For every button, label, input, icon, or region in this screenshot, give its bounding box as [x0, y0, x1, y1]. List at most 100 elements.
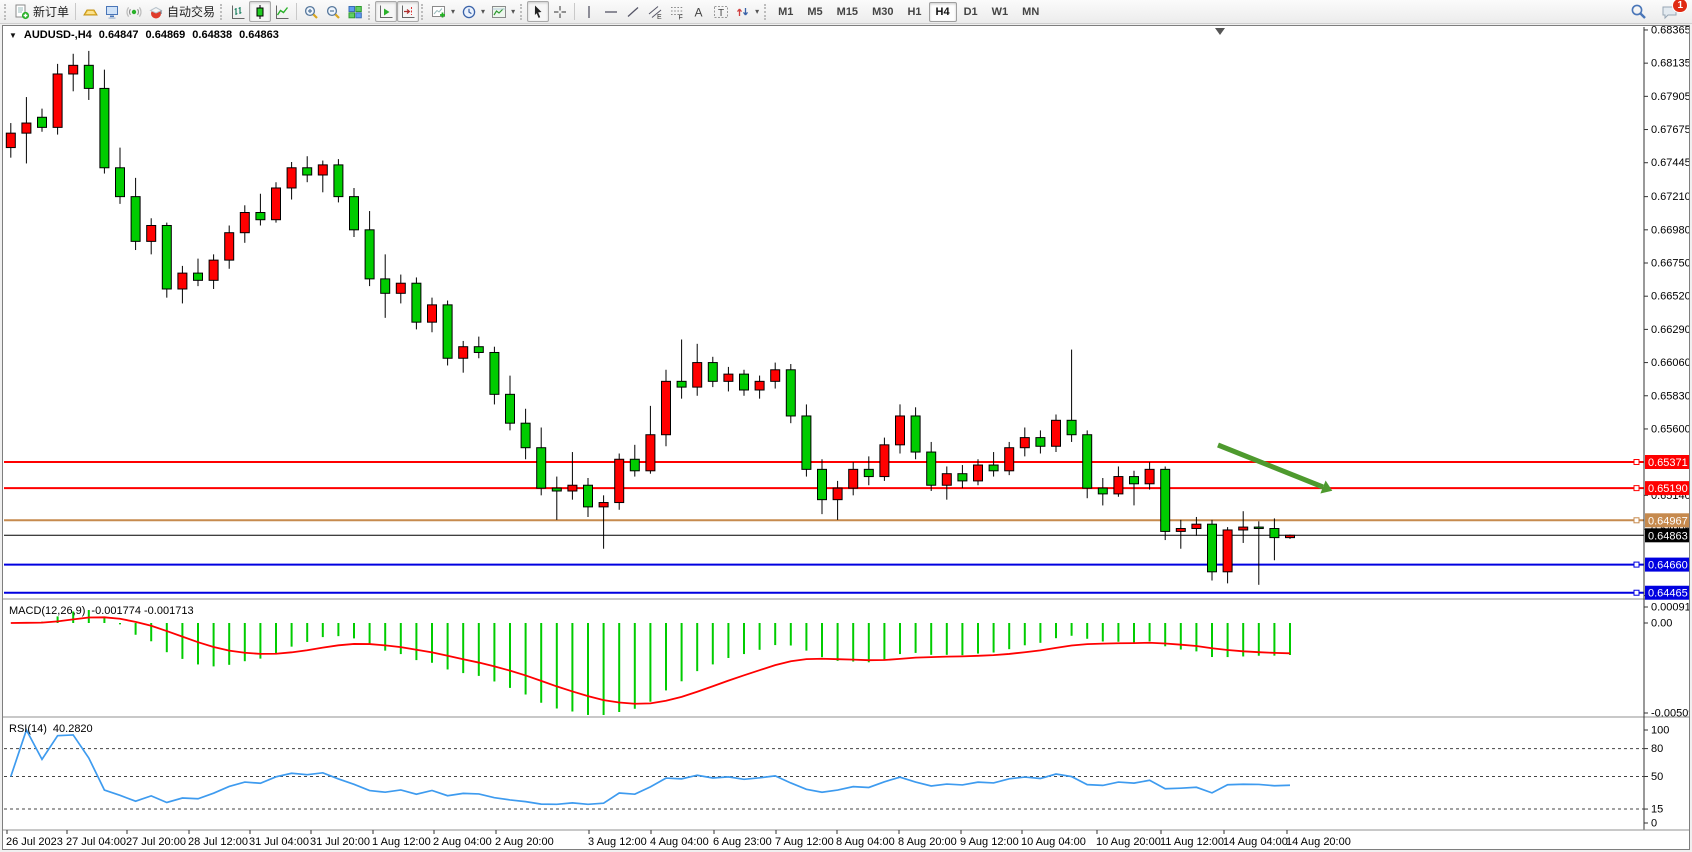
- equidistant-channel-button[interactable]: E: [644, 1, 666, 22]
- indicators-button[interactable]: ▾: [428, 1, 458, 22]
- candle-body: [1097, 487, 1108, 495]
- candle-body: [364, 229, 375, 280]
- notifications-button[interactable]: 1: [1658, 0, 1688, 22]
- zoom-out-button[interactable]: [322, 1, 344, 22]
- terminal-button[interactable]: [101, 1, 123, 22]
- candle-body: [52, 73, 63, 128]
- toolbar-drag-handle[interactable]: [4, 3, 9, 20]
- arrows-icon: [737, 7, 749, 16]
- rsi-label: RSI(14) 40.2820: [9, 723, 93, 735]
- equidistant-channel-icon: E: [648, 5, 662, 20]
- crosshair-button[interactable]: [549, 1, 571, 22]
- toolbar-drag-handle[interactable]: [368, 3, 373, 20]
- timeframe-M1[interactable]: M1: [778, 5, 794, 18]
- candle-body: [1222, 529, 1233, 573]
- timeframe-M30[interactable]: M30: [872, 5, 894, 18]
- candle-body: [645, 434, 656, 472]
- time-axis-label: 3 Aug 12:00: [588, 836, 647, 848]
- candle-body: [723, 373, 734, 382]
- auto-trading-button[interactable]: 自动交易: [145, 1, 218, 22]
- line-handle-square[interactable]: [1633, 589, 1640, 596]
- chart-shift-marker[interactable]: [1215, 28, 1225, 35]
- vertical-line-button[interactable]: [578, 1, 600, 22]
- candle-body: [863, 468, 874, 478]
- candle-body: [1207, 523, 1217, 573]
- macd-axis-label: 0.00: [1651, 618, 1672, 630]
- candle-body: [1253, 526, 1264, 530]
- tile-windows-button[interactable]: [344, 1, 366, 22]
- chart-canvas[interactable]: 0.68365 0.68135 0.67905 0.67675 0.67445 0.672…: [3, 26, 1689, 849]
- search-button[interactable]: [1627, 1, 1650, 22]
- time-axis-label: 8 Aug 20:00: [898, 836, 957, 848]
- price-line-badge: [1645, 481, 1689, 496]
- candle-body: [224, 232, 235, 261]
- candle-body: [832, 487, 843, 501]
- horizontal-line-button[interactable]: [600, 1, 622, 22]
- fibonacci-button[interactable]: F: [666, 1, 688, 22]
- candle-body: [115, 167, 125, 198]
- candlestick-chart-button[interactable]: [249, 1, 272, 22]
- candle-body: [1035, 437, 1046, 447]
- time-axis-label: 31 Jul 04:00: [249, 836, 309, 848]
- line-chart-button[interactable]: [271, 1, 293, 22]
- text-label-button[interactable]: T: [710, 1, 732, 22]
- candle-body: [629, 458, 640, 472]
- candle-body: [536, 447, 547, 489]
- open-value: 0.64847: [98, 29, 139, 41]
- svg-text:F: F: [679, 14, 683, 20]
- bar-chart-button[interactable]: [227, 1, 249, 22]
- line-handle-square[interactable]: [1633, 485, 1640, 492]
- toolbar-drag-handle[interactable]: [220, 3, 225, 20]
- line-chart-icon: [276, 5, 289, 19]
- line-handle-square[interactable]: [1633, 459, 1640, 465]
- time-axis-label: 26 Jul 2023: [6, 836, 63, 848]
- line-handle-square[interactable]: [1633, 561, 1640, 568]
- text-button[interactable]: A: [688, 1, 710, 22]
- rsi-axis-label: 0: [1651, 818, 1657, 830]
- candle-body: [676, 380, 687, 388]
- price-axis-tick-label: 0.67445: [1651, 157, 1689, 169]
- arrows-button[interactable]: ▾: [732, 1, 762, 22]
- candle-body: [1160, 468, 1171, 532]
- cursor-button[interactable]: [527, 1, 550, 22]
- timeframe-H1[interactable]: H1: [907, 5, 922, 18]
- toolbar-drag-handle[interactable]: [764, 3, 769, 20]
- candle-body: [68, 64, 79, 75]
- timeframe-MN[interactable]: MN: [1022, 5, 1040, 18]
- candle-body: [1175, 528, 1186, 532]
- rsi-axis-label: 50: [1651, 771, 1663, 783]
- candle-body: [1004, 447, 1015, 472]
- symbol-period-label: AUDUSD-,H4: [23, 29, 92, 41]
- candle-body: [926, 451, 937, 486]
- candle-body: [380, 278, 391, 294]
- fibonacci-icon: F: [671, 6, 684, 20]
- candle-body: [879, 444, 890, 478]
- trendline-button[interactable]: [622, 1, 644, 22]
- line-handle-square[interactable]: [1633, 517, 1640, 524]
- timeframe-H4[interactable]: H4: [928, 1, 957, 22]
- cursor-icon: [534, 5, 542, 18]
- candle-body: [1285, 534, 1295, 539]
- collapse-triangle-icon[interactable]: ▼: [9, 30, 17, 40]
- price-line-badge-label: 0.64967: [1648, 515, 1688, 527]
- timeframe-M5[interactable]: M5: [807, 5, 823, 18]
- deposit-button[interactable]: [79, 1, 101, 22]
- price-line-badge-label: 0.64863: [1648, 530, 1688, 542]
- chart-shift-button[interactable]: [397, 1, 420, 22]
- timeframe-W1[interactable]: W1: [991, 5, 1009, 18]
- templates-button[interactable]: ▾: [488, 1, 518, 22]
- macd-label: MACD(12,26,9) -0.001774 -0.001713: [9, 605, 194, 617]
- trend-arrow[interactable]: [1217, 442, 1324, 490]
- periods-button[interactable]: ▾: [458, 1, 488, 22]
- toolbar-drag-handle[interactable]: [520, 3, 525, 20]
- signal-button[interactable]: [123, 1, 145, 22]
- time-axis-label: 10 Aug 20:00: [1096, 836, 1161, 848]
- new-order-button[interactable]: 新订单: [11, 1, 72, 22]
- zoom-in-button[interactable]: [300, 1, 322, 22]
- timeframe-D1[interactable]: D1: [963, 5, 978, 18]
- timeframe-M15[interactable]: M15: [836, 5, 859, 18]
- indicators-icon: [432, 5, 446, 17]
- auto-scroll-button[interactable]: [375, 1, 398, 22]
- candle-body: [957, 473, 968, 482]
- toolbar-drag-handle[interactable]: [421, 3, 426, 20]
